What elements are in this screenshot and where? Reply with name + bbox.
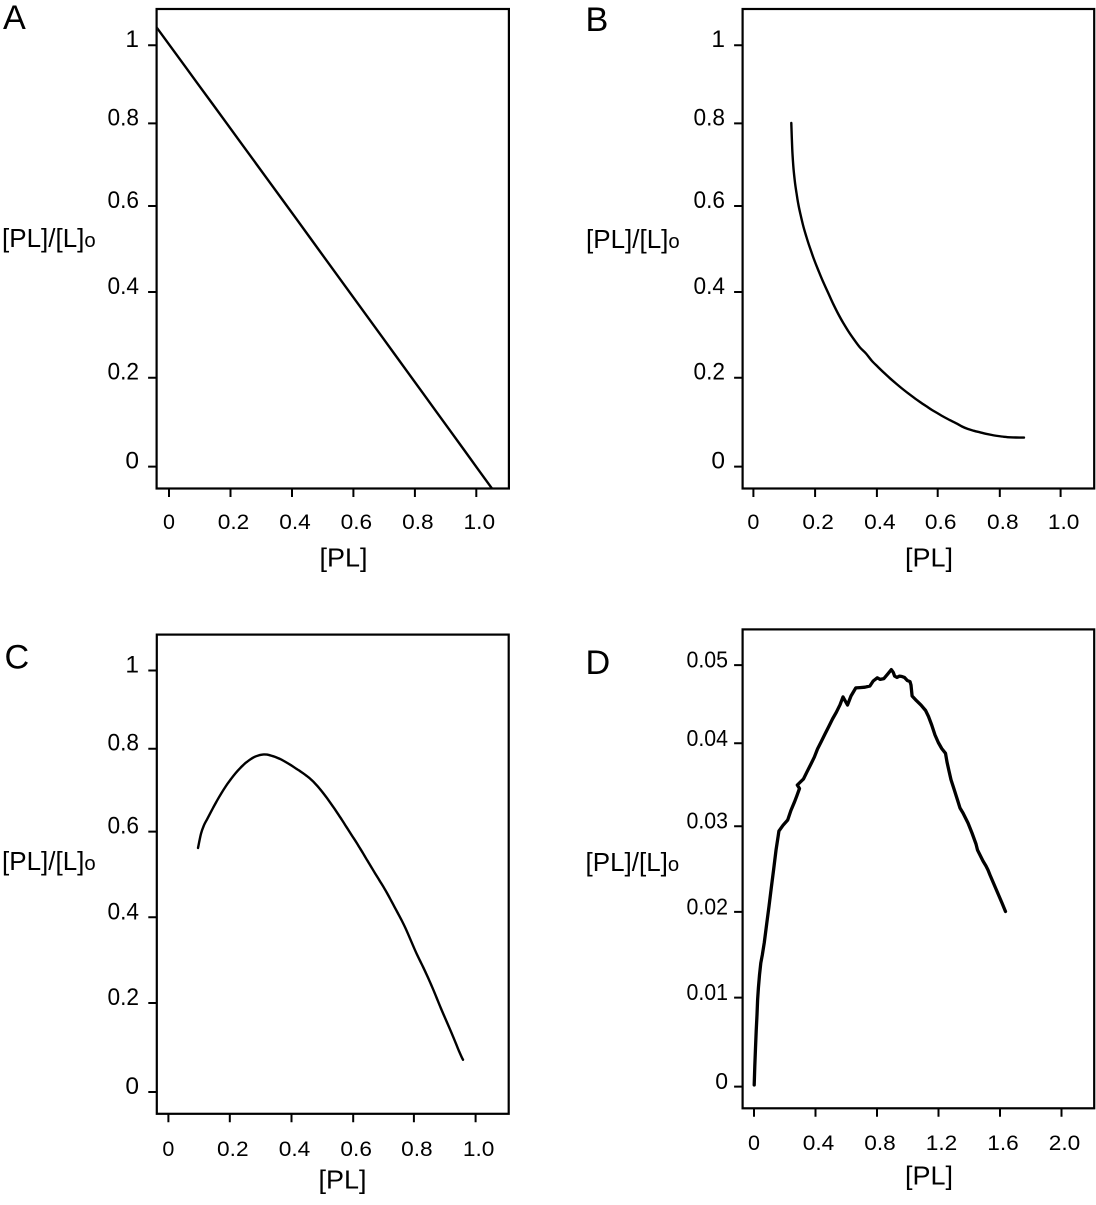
svg-text:0: 0 xyxy=(125,448,139,475)
svg-text:0.03: 0.03 xyxy=(687,808,729,834)
svg-text:0: 0 xyxy=(715,1068,728,1094)
svg-text:0.02: 0.02 xyxy=(687,893,729,919)
svg-text:[PL]/[L]o: [PL]/[L]o xyxy=(2,846,96,876)
svg-text:0: 0 xyxy=(162,1137,174,1161)
svg-text:C: C xyxy=(5,639,30,677)
svg-text:0.8: 0.8 xyxy=(864,1131,896,1155)
svg-text:[PL]/[L]o: [PL]/[L]o xyxy=(586,224,680,254)
svg-text:0.2: 0.2 xyxy=(108,359,140,386)
svg-text:1.0: 1.0 xyxy=(463,1137,495,1161)
svg-text:0.6: 0.6 xyxy=(108,813,140,840)
svg-text:B: B xyxy=(586,1,609,39)
svg-text:[PL]: [PL] xyxy=(905,543,953,573)
svg-text:0.05: 0.05 xyxy=(687,647,729,673)
svg-text:0.4: 0.4 xyxy=(694,273,726,300)
svg-text:0.2: 0.2 xyxy=(802,510,834,534)
svg-text:0.8: 0.8 xyxy=(108,730,140,757)
svg-text:0.4: 0.4 xyxy=(279,1137,311,1161)
svg-text:0: 0 xyxy=(747,510,759,534)
svg-text:[PL]: [PL] xyxy=(905,1161,953,1191)
svg-text:0.6: 0.6 xyxy=(694,187,726,214)
svg-text:[PL]: [PL] xyxy=(320,543,368,573)
svg-text:D: D xyxy=(586,644,611,682)
svg-text:0.4: 0.4 xyxy=(108,273,140,300)
svg-text:0.4: 0.4 xyxy=(279,510,311,534)
svg-text:0.04: 0.04 xyxy=(687,725,729,751)
svg-text:0: 0 xyxy=(748,1131,760,1155)
svg-text:[PL]/[L]o: [PL]/[L]o xyxy=(586,847,680,877)
svg-text:0.6: 0.6 xyxy=(108,187,140,214)
svg-text:1.0: 1.0 xyxy=(1048,510,1080,534)
svg-text:1.0: 1.0 xyxy=(464,510,496,534)
svg-text:0.2: 0.2 xyxy=(694,359,726,386)
svg-text:1.2: 1.2 xyxy=(926,1131,958,1155)
svg-text:0.8: 0.8 xyxy=(401,1137,433,1161)
svg-text:0.01: 0.01 xyxy=(687,979,729,1005)
svg-text:0.8: 0.8 xyxy=(402,510,434,534)
svg-text:0.4: 0.4 xyxy=(803,1131,835,1155)
svg-text:A: A xyxy=(3,0,26,37)
svg-text:0.4: 0.4 xyxy=(864,510,896,534)
svg-text:2.0: 2.0 xyxy=(1049,1131,1081,1155)
svg-text:[PL]/[L]o: [PL]/[L]o xyxy=(2,223,96,253)
svg-text:1.6: 1.6 xyxy=(987,1131,1019,1155)
svg-text:0.8: 0.8 xyxy=(108,104,140,131)
svg-text:0.8: 0.8 xyxy=(694,104,726,131)
svg-text:1: 1 xyxy=(125,26,139,53)
svg-text:0.2: 0.2 xyxy=(218,510,250,534)
svg-text:0.8: 0.8 xyxy=(987,510,1019,534)
svg-text:0.6: 0.6 xyxy=(341,510,373,534)
svg-text:1: 1 xyxy=(125,652,139,679)
svg-text:0.6: 0.6 xyxy=(925,510,957,534)
svg-text:0.2: 0.2 xyxy=(217,1137,249,1161)
svg-text:0.4: 0.4 xyxy=(108,898,140,925)
svg-text:0.2: 0.2 xyxy=(108,984,140,1011)
svg-text:0: 0 xyxy=(711,448,725,475)
svg-text:1: 1 xyxy=(711,26,725,53)
svg-text:0: 0 xyxy=(125,1073,139,1100)
svg-text:[PL]: [PL] xyxy=(319,1165,367,1195)
svg-text:0: 0 xyxy=(163,510,175,534)
svg-text:0.6: 0.6 xyxy=(340,1137,372,1161)
